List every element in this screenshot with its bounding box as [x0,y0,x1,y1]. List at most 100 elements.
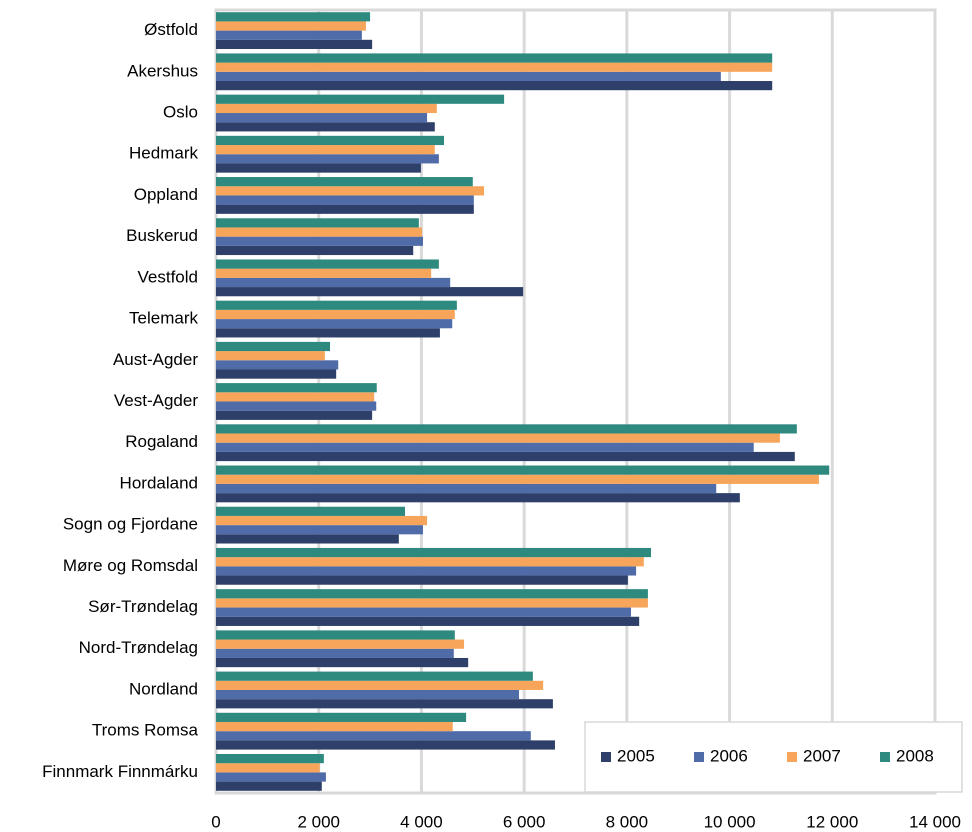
bar [216,474,819,484]
bar [216,113,428,123]
bar [216,598,648,608]
bar [216,177,473,187]
bar [216,145,435,155]
y-tick-label: Nord-Trøndelag [79,638,198,657]
bar [216,328,440,338]
bar [216,515,428,526]
legend-label: 2006 [710,746,748,765]
bar [216,236,423,246]
y-tick-label: Rogaland [125,432,198,451]
bar [216,268,432,278]
bar [216,772,326,782]
bar [216,493,740,503]
bar [216,300,457,310]
bar [216,122,435,132]
bar [216,589,648,599]
bar [216,341,331,352]
bar [216,277,451,288]
bar [216,383,377,393]
bar [216,451,795,462]
bar [216,483,717,494]
x-tick-label: 6 000 [503,812,546,831]
y-tick-label: Sogn og Fjordane [63,515,198,534]
bar [216,309,455,320]
legend-box [584,721,963,793]
bar [216,740,555,750]
y-tick-label: Aust-Agder [113,350,198,369]
y-tick-label: Hordaland [120,473,198,492]
bar [216,639,465,649]
bar [216,547,651,558]
y-tick-label: Telemark [129,309,198,328]
bar [216,227,422,237]
bar [216,433,780,443]
bar [216,699,553,709]
bar [216,186,485,196]
bar [216,195,474,205]
legend-swatch [601,752,611,762]
y-tick-label: Oppland [134,185,198,204]
bar [216,218,419,228]
y-tick-label: Vestfold [138,267,199,286]
bar [216,369,337,379]
bar [216,506,405,516]
bar [216,424,797,434]
x-tick-label: 8 000 [606,812,649,831]
bar [216,360,339,370]
bar [216,731,531,741]
y-tick-label: Møre og Romsdal [63,556,198,575]
bar [216,259,439,269]
bar [216,648,454,658]
bar [216,39,373,50]
bar [216,557,644,567]
bar [216,94,505,104]
x-tick-label: 4 000 [400,812,443,831]
bar [216,630,455,640]
legend-label: 2008 [896,746,934,765]
y-tick-label: Østfold [144,20,198,39]
legend-label: 2007 [803,746,841,765]
x-tick-label: 0 [211,812,220,831]
y-tick-label: Vest-Agder [114,391,198,410]
bar [216,525,423,535]
bar [216,753,324,764]
bar [216,53,773,63]
bar [216,401,377,411]
y-tick-label: Troms Romsa [92,721,199,740]
bar [216,351,325,361]
bar [216,410,373,420]
legend-swatch [694,752,704,762]
bar [216,575,628,585]
bar [216,319,453,329]
bar [216,103,437,114]
bar [216,763,320,773]
bar [216,71,721,82]
bar [216,30,362,40]
x-tick-label: 12 000 [806,812,858,831]
bar [216,671,533,681]
bar [216,680,544,690]
bar [216,135,445,146]
bar [216,616,640,626]
bar [216,465,830,475]
bar [216,12,371,22]
bar [216,245,414,256]
y-tick-label: Buskerud [126,226,198,245]
x-tick-label: 10 000 [704,812,756,831]
y-tick-label: Nordland [129,679,198,698]
legend-swatch [787,752,797,762]
y-tick-label: Sør-Trøndelag [88,597,198,616]
bar [216,689,520,700]
bar [216,607,631,617]
y-tick-label: Finnmark Finnmárku [42,762,198,781]
legend-label: 2005 [617,746,655,765]
bar [216,21,366,31]
bar [216,781,322,791]
bar [216,392,375,402]
bar [216,204,474,214]
y-tick-label: Akershus [127,61,198,80]
x-tick-label: 2 000 [297,812,340,831]
bar [216,534,399,544]
bar [216,163,421,173]
